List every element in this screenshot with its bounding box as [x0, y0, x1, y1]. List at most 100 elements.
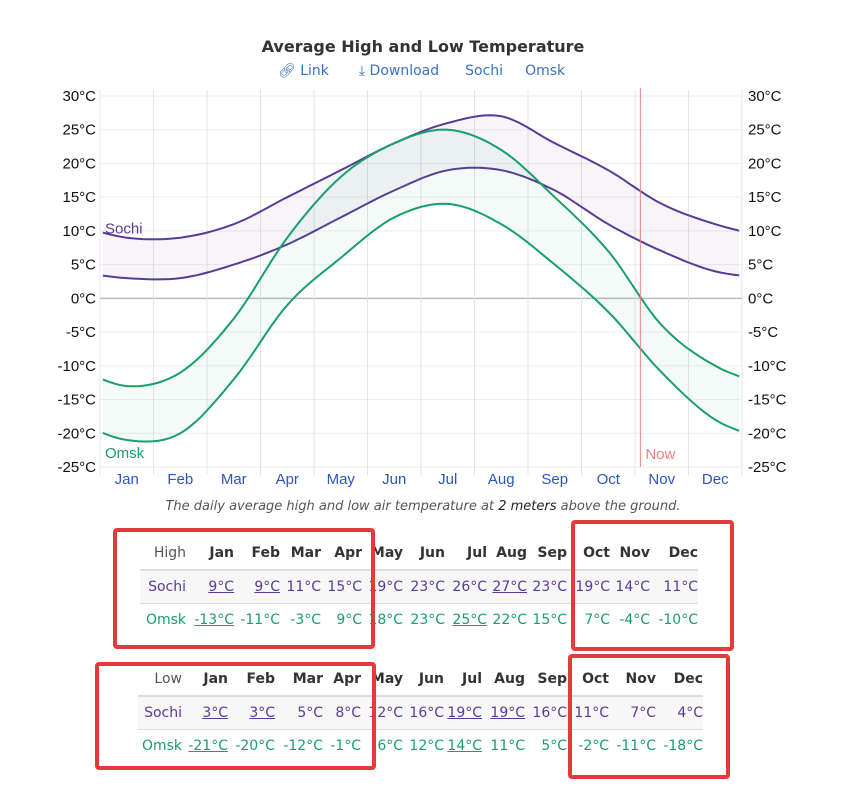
omsk-high-line — [102, 128, 740, 388]
month-header: Oct — [582, 671, 609, 687]
temp-cell: 23°C — [527, 569, 567, 604]
temp-value: 16°C — [409, 705, 444, 721]
table-header-row: High Jan Feb Mar Apr May Jun Jul Aug Sep Oct Nov Dec — [140, 537, 698, 570]
temp-cell: 5°C — [275, 695, 323, 730]
temp-cell: -1°C — [323, 730, 361, 763]
temp-value: 23°C — [410, 612, 445, 628]
temp-cell[interactable]: -13°C — [186, 604, 234, 637]
temp-value: 4°C — [677, 705, 703, 721]
temp-cell: 16°C — [525, 695, 567, 730]
temp-cell: 9°C — [321, 604, 362, 637]
x-tick-label: Oct — [597, 471, 621, 488]
temp-value: 12°C — [368, 705, 403, 721]
temp-cell: 7°C — [609, 695, 656, 730]
download-button[interactable]: ⤓ Download — [358, 63, 440, 79]
temp-cell: 11°C — [280, 569, 321, 604]
high-table: High Jan Feb Mar Apr May Jun Jul Aug Sep Oct Nov Dec… — [140, 537, 698, 636]
temp-cell: 11°C — [482, 730, 525, 763]
temp-cell: -4°C — [610, 604, 650, 637]
month-header: Mar — [292, 671, 323, 687]
temp-value: 9°C — [254, 579, 280, 595]
now-label: Now — [645, 446, 675, 463]
temp-value: 22°C — [492, 612, 527, 628]
x-tick-label: Nov — [648, 471, 675, 488]
temp-value: 27°C — [492, 579, 527, 595]
temp-value: -11°C — [616, 738, 656, 754]
temp-value: 14°C — [615, 579, 650, 595]
temp-cell[interactable]: 19°C — [482, 695, 525, 730]
temp-value: 11°C — [663, 579, 698, 595]
y-tick-right: 20°C — [748, 155, 782, 172]
temp-cell: -3°C — [280, 604, 321, 637]
temp-cell[interactable]: 27°C — [487, 569, 527, 604]
month-header: Jul — [467, 545, 487, 561]
month-header: Jan — [203, 671, 228, 687]
y-tick-left: -10°C — [57, 358, 96, 375]
link-button[interactable]: 🔗︎ Link — [278, 63, 329, 79]
omsk-link[interactable]: Omsk — [525, 63, 566, 79]
temp-cell: 6°C — [361, 730, 403, 763]
row-label: Sochi — [138, 695, 182, 730]
temp-value: 5°C — [541, 738, 567, 754]
y-tick-left: 0°C — [71, 290, 96, 307]
temp-cell[interactable]: 25°C — [445, 604, 487, 637]
temp-value: 7°C — [584, 612, 610, 628]
x-tick-label: Dec — [702, 471, 729, 488]
temp-value: 15°C — [327, 579, 362, 595]
month-header: Jul — [462, 671, 482, 687]
temp-value: -20°C — [235, 738, 275, 754]
y-tick-left: 25°C — [62, 122, 96, 139]
temp-cell[interactable]: 3°C — [182, 695, 228, 730]
x-tick-label: Sep — [541, 471, 568, 488]
temp-cell[interactable]: 19°C — [444, 695, 482, 730]
month-header: Dec — [668, 545, 698, 561]
x-tick-label: Apr — [276, 471, 299, 488]
temp-value: 23°C — [410, 579, 445, 595]
temp-cell[interactable]: 9°C — [186, 569, 234, 604]
temp-cell[interactable]: 3°C — [228, 695, 275, 730]
month-header: May — [370, 545, 403, 561]
y-tick-left: -20°C — [57, 425, 96, 442]
month-header: Mar — [290, 545, 321, 561]
temp-value: 9°C — [336, 612, 362, 628]
sochi-high-line — [102, 114, 740, 241]
y-tick-right: -15°C — [748, 392, 787, 409]
temp-value: -4°C — [619, 612, 650, 628]
temp-cell: 23°C — [403, 569, 445, 604]
chart-title: Average High and Low Temperature — [261, 37, 585, 56]
temp-cell: 16°C — [403, 695, 444, 730]
y-tick-right: -25°C — [748, 459, 787, 476]
temp-value: 19°C — [490, 705, 525, 721]
y-tick-right: -20°C — [748, 425, 787, 442]
y-tick-right: -5°C — [748, 324, 778, 341]
y-tick-left: 15°C — [62, 189, 96, 206]
y-tick-right: 30°C — [748, 88, 782, 105]
temp-value: 7°C — [630, 705, 656, 721]
table-row-omsk: Omsk -21°C -20°C -12°C -1°C 6°C 12°C 14°C 11°C 5°… — [138, 730, 703, 763]
temp-value: 3°C — [202, 705, 228, 721]
month-header: Jun — [419, 545, 445, 561]
temp-cell: 22°C — [487, 604, 527, 637]
y-tick-left: 5°C — [71, 257, 96, 274]
sochi-link[interactable]: Sochi — [465, 63, 504, 79]
temp-cell[interactable]: 9°C — [234, 569, 280, 604]
omsk-series-label: Omsk — [105, 445, 145, 462]
y-tick-right: 0°C — [748, 290, 773, 307]
temp-cell[interactable]: 14°C — [444, 730, 482, 763]
month-header: Sep — [537, 545, 567, 561]
x-tick-label: Jul — [438, 471, 457, 488]
temp-value: 25°C — [452, 612, 487, 628]
month-header: Feb — [251, 545, 280, 561]
x-tick-label: Aug — [488, 471, 515, 488]
temp-cell: 12°C — [403, 730, 444, 763]
temp-cell: 26°C — [445, 569, 487, 604]
y-tick-right: 10°C — [748, 223, 782, 240]
temp-cell: -2°C — [567, 730, 609, 763]
temp-cell[interactable]: -21°C — [182, 730, 228, 763]
temperature-chart: 30°C 30°C 25°C 25°C 20°C 20°C 15°C 15°C 10°C 10°C… — [57, 88, 787, 488]
y-tick-right: -10°C — [748, 358, 787, 375]
link-icon: 🔗︎ — [278, 63, 301, 79]
table-type-label: High — [153, 545, 186, 561]
temp-cell: 23°C — [403, 604, 445, 637]
table-type-label: Low — [154, 671, 182, 687]
